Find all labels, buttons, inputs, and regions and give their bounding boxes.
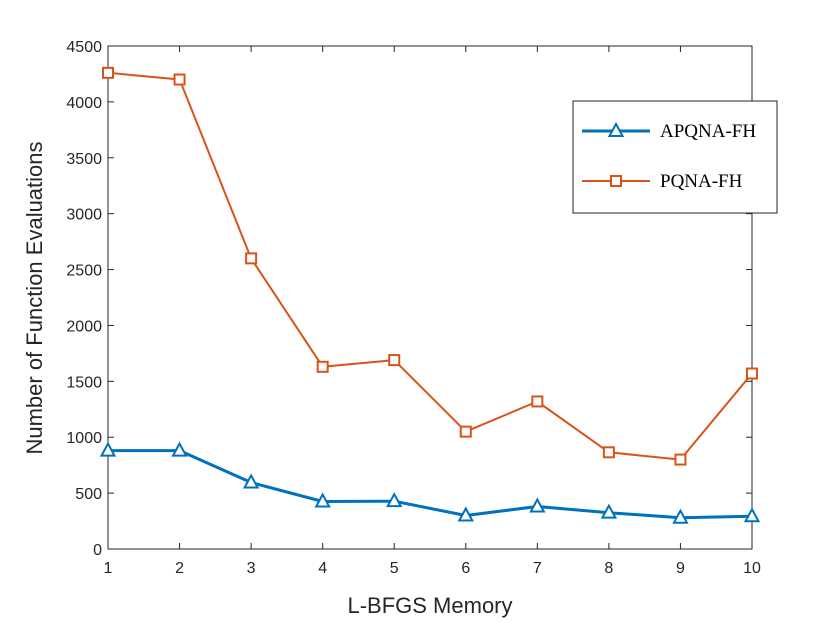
y-tick-label: 1500 xyxy=(66,374,102,391)
y-tick-label: 3500 xyxy=(66,151,102,168)
x-axis: 1 2 3 4 5 6 7 8 9 10 xyxy=(104,46,761,577)
legend-square-marker-icon xyxy=(610,175,622,187)
y-axis-title: Number of Function Evaluations xyxy=(22,141,47,454)
data-point-square xyxy=(459,425,472,438)
y-tick-label: 2500 xyxy=(66,263,102,280)
x-tick-label: 8 xyxy=(604,560,613,577)
data-point-square xyxy=(531,395,544,408)
y-tick-label: 4000 xyxy=(66,95,102,112)
series-pqna-fh xyxy=(102,66,758,466)
data-point-triangle xyxy=(743,507,761,523)
y-tick-label: 2000 xyxy=(66,318,102,335)
y-tick-label: 500 xyxy=(75,486,102,503)
x-axis-title: L-BFGS Memory xyxy=(347,593,512,618)
x-tick-label: 7 xyxy=(533,560,542,577)
data-point-triangle xyxy=(242,473,260,489)
data-point-triangle xyxy=(171,441,188,457)
data-point-square xyxy=(316,360,329,373)
data-point-square xyxy=(245,252,258,265)
data-point-triangle xyxy=(457,506,474,522)
data-point-square xyxy=(746,367,758,380)
data-point-triangle xyxy=(386,492,403,508)
y-tick-label: 1000 xyxy=(66,430,102,447)
x-tick-label: 6 xyxy=(461,560,470,577)
series-apqna-fh xyxy=(99,441,761,524)
legend-triangle-marker-icon xyxy=(607,121,625,137)
data-point-triangle xyxy=(672,508,689,524)
data-point-triangle xyxy=(314,492,331,508)
legend-box xyxy=(572,100,778,214)
y-tick-label: 3000 xyxy=(66,207,102,224)
x-tick-label: 5 xyxy=(390,560,399,577)
x-tick-label: 2 xyxy=(175,560,184,577)
data-point-triangle xyxy=(529,497,546,513)
x-tick-label: 9 xyxy=(676,560,685,577)
x-tick-label: 4 xyxy=(318,560,327,577)
legend-label-pqna: PQNA-FH xyxy=(660,171,743,192)
data-point-square xyxy=(602,446,615,459)
data-point-square xyxy=(388,354,401,367)
data-point-square xyxy=(674,453,687,466)
legend-label-apqna: APQNA-FH xyxy=(660,121,756,142)
data-point-triangle xyxy=(600,503,618,519)
y-axis: 0 500 1000 1500 2000 2500 3000 3500 4000 4500 xyxy=(66,39,752,559)
data-point-square xyxy=(173,73,186,86)
x-tick-label: 10 xyxy=(743,560,761,577)
data-point-square xyxy=(102,66,114,79)
x-tick-label: 1 xyxy=(104,560,113,577)
series-line xyxy=(108,449,753,520)
legend: APQNA-FH PQNA-FH xyxy=(572,100,778,214)
data-point-triangle xyxy=(99,441,117,457)
x-tick-label: 3 xyxy=(247,560,256,577)
y-tick-label: 0 xyxy=(93,542,102,559)
series-line xyxy=(107,71,753,461)
y-tick-label: 4500 xyxy=(66,39,102,56)
series-layer xyxy=(99,66,761,524)
